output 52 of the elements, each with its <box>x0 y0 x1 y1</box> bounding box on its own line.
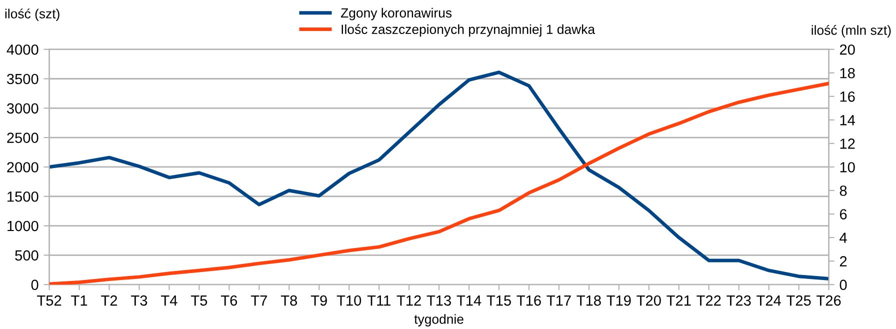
x-tick-label: T19 <box>606 295 631 306</box>
x-tick-label: T11 <box>367 296 390 306</box>
x-tick-label: T4 <box>161 296 178 306</box>
legend-label: Ilośc zaszczepionych przynajmniej 1 dawka <box>342 24 596 37</box>
y2-tick-label: 4 <box>840 232 847 243</box>
x-tick-label: T22 <box>696 295 721 306</box>
x-tick-label: T12 <box>396 295 421 306</box>
y2-axis-title: ilość (mln szt) <box>812 25 891 38</box>
legend-label: Zgony koronawirus <box>340 8 452 20</box>
y2-tick-label: 10 <box>840 162 855 172</box>
y2-tick-label: 0 <box>840 280 847 290</box>
x-axis-title: tygodnie <box>414 314 464 326</box>
y-tick-label: 2000 <box>7 162 38 172</box>
x-tick-label: T2 <box>101 295 118 306</box>
x-tick-label: T15 <box>486 296 511 306</box>
x-tick-label: T23 <box>726 295 751 306</box>
x-tick-label: T24 <box>756 295 781 306</box>
y-tick-label: 3000 <box>6 103 38 114</box>
y2-tick-label: 12 <box>840 138 855 149</box>
x-tick-label: T1 <box>71 296 88 306</box>
y2-tick-label: 14 <box>840 115 856 126</box>
x-tick-label: T16 <box>516 295 541 306</box>
y-tick-label: 2500 <box>7 132 38 143</box>
y2-tick-label: 8 <box>840 186 847 196</box>
x-tick-label: T10 <box>336 295 362 306</box>
y-tick-label: 1000 <box>8 220 38 232</box>
y2-tick-label: 16 <box>840 92 855 102</box>
x-tick-label: T18 <box>576 295 601 306</box>
x-tick-label: T5 <box>191 296 208 306</box>
y2-tick-label: 2 <box>840 256 847 266</box>
x-tick-label: T8 <box>280 295 298 306</box>
x-tick-label: T13 <box>426 295 451 306</box>
y-tick-label: 0 <box>31 280 38 290</box>
y-tick-label: 4000 <box>6 44 38 55</box>
y-tick-label: 3500 <box>6 74 38 84</box>
y-axis-title: ilość (szt) <box>5 8 60 22</box>
y2-tick-label: 20 <box>840 44 855 55</box>
x-tick-label: T14 <box>456 296 482 306</box>
x-tick-label: T6 <box>220 295 238 306</box>
y-tick-label: 500 <box>15 250 38 261</box>
x-tick-label: T20 <box>636 295 661 306</box>
x-tick-label: T21 <box>666 295 691 306</box>
x-tick-label: T25 <box>786 295 811 306</box>
x-tick-label: T9 <box>310 295 327 306</box>
x-tick-label: T3 <box>131 295 148 306</box>
x-tick-label: T26 <box>816 295 841 306</box>
x-tick-label: T52 <box>37 295 62 306</box>
x-tick-label: T17 <box>546 296 571 306</box>
y2-tick-label: 6 <box>840 209 847 220</box>
y2-tick-label: 18 <box>840 68 855 78</box>
x-tick-label: T7 <box>250 296 267 306</box>
y-tick-label: 1500 <box>8 191 38 202</box>
